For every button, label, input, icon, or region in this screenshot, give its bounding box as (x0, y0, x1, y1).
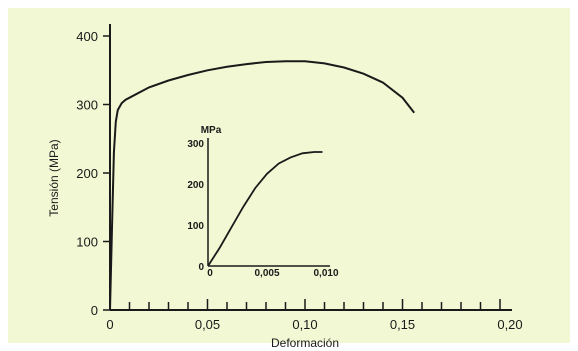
inset-x-tick-label: 0,010 (313, 268, 338, 279)
inset-elastic-region-curve (207, 151, 323, 267)
inset-axes (207, 138, 330, 267)
x-tick-label: 0,05 (195, 317, 220, 332)
x-tick-label: 0,10 (292, 317, 317, 332)
x-tick-label: 0 (106, 317, 113, 332)
x-axis-title: Deformación (271, 336, 339, 350)
main-tick-labels: 0 100 200 300 400 0 0,05 0,10 0,15 0,20 (76, 29, 522, 332)
main-axes (109, 24, 512, 311)
x-tick-label: 0,15 (390, 317, 415, 332)
y-tick-label: 0 (91, 303, 98, 318)
main-stress-strain-curve (109, 60, 415, 311)
y-tick-label: 100 (76, 235, 98, 250)
inset-y-tick-label: 300 (187, 139, 204, 150)
main-ticks (103, 35, 501, 311)
inset-y-tick-label: 0 (198, 262, 204, 273)
inset-x-tick-label: 0 (207, 268, 213, 279)
inset-y-tick-label: 100 (187, 221, 204, 232)
inset-x-tick-label: 0,005 (254, 268, 279, 279)
inset-y-tick-label: 200 (187, 180, 204, 191)
inset-tick-labels: 0 100 200 300 0 0,005 0,010 (187, 139, 339, 279)
y-axis-title: Tensión (MPa) (47, 139, 61, 216)
y-tick-label: 200 (76, 166, 98, 181)
inset-chart: 0 100 200 300 0 0,005 0,010 MPa (187, 125, 339, 279)
y-tick-label: 300 (76, 98, 98, 113)
chart-background (8, 8, 570, 343)
x-tick-label: 0,20 (497, 317, 522, 332)
y-tick-label: 400 (76, 29, 98, 44)
inset-unit-label: MPa (201, 125, 222, 136)
